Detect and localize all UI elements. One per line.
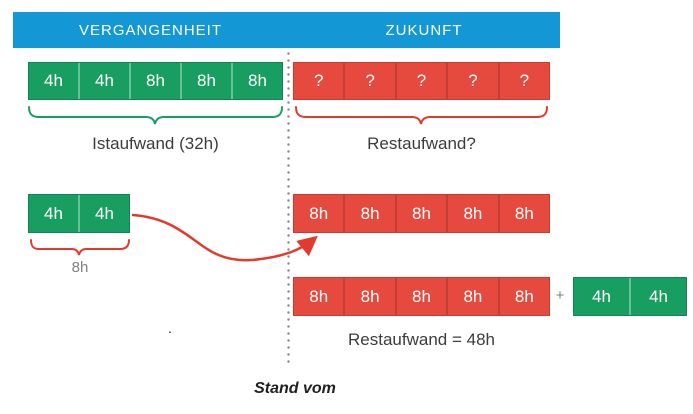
moved-hours-label: 8h [71, 259, 89, 276]
future-unknown-row: ? ? ? ? ? [293, 62, 550, 100]
unknown-cell: ? [394, 63, 446, 99]
stray-dot: . [168, 320, 172, 336]
istaufwand-label: Istaufwand (32h) [92, 134, 219, 153]
sum-green-row: 4h 4h [573, 277, 687, 316]
restaufwand-total-label: Restaufwand = 48h [348, 330, 495, 349]
effort-cell: 4h [44, 203, 63, 223]
effort-cell: 8h [446, 278, 497, 315]
effort-cell: 4h [44, 71, 63, 90]
effort-cell: 4h [592, 286, 611, 306]
unknown-cell: ? [343, 63, 394, 99]
effort-cell: 8h [394, 278, 446, 315]
plus-sign: + [555, 287, 565, 304]
moved-brace [30, 239, 130, 256]
timeline-divider-dotted-line [287, 50, 290, 366]
effort-cell: 8h [343, 278, 394, 315]
effort-cell: 8h [343, 195, 394, 232]
effort-cell: 8h [446, 195, 497, 232]
past-brace [28, 106, 283, 125]
effort-cell: 4h [78, 63, 129, 99]
effort-cell: 4h [78, 195, 129, 232]
header-future-label: ZUKUNFT [385, 21, 463, 39]
effort-cell: 8h [231, 63, 282, 99]
future-brace [295, 106, 548, 125]
effort-cell: 4h [629, 278, 686, 315]
effort-cell: 8h [497, 278, 549, 315]
unknown-cell: ? [313, 71, 324, 90]
past-effort-row: 4h 4h 8h 8h 8h [28, 62, 283, 100]
stand-vom-caption: Stand vom [254, 380, 336, 397]
effort-cell: 8h [309, 286, 329, 306]
timeline-header-bar: VERGANGENHEIT ZUKUNFT [13, 12, 560, 48]
effort-cell: 8h [180, 63, 231, 99]
sum-red-row: 8h 8h 8h 8h 8h [293, 277, 550, 316]
unknown-cell: ? [497, 63, 549, 99]
moved-hours-row: 4h 4h [28, 194, 130, 233]
effort-cell: 8h [394, 195, 446, 232]
effort-cell: 8h [129, 63, 180, 99]
effort-cell: 8h [497, 195, 549, 232]
header-past-label: VERGANGENHEIT [78, 21, 223, 39]
unknown-cell: ? [446, 63, 497, 99]
effort-cell: 8h [309, 203, 329, 223]
replanned-effort-row: 8h 8h 8h 8h 8h [293, 194, 550, 233]
restaufwand-question-label: Restaufwand? [367, 134, 476, 153]
